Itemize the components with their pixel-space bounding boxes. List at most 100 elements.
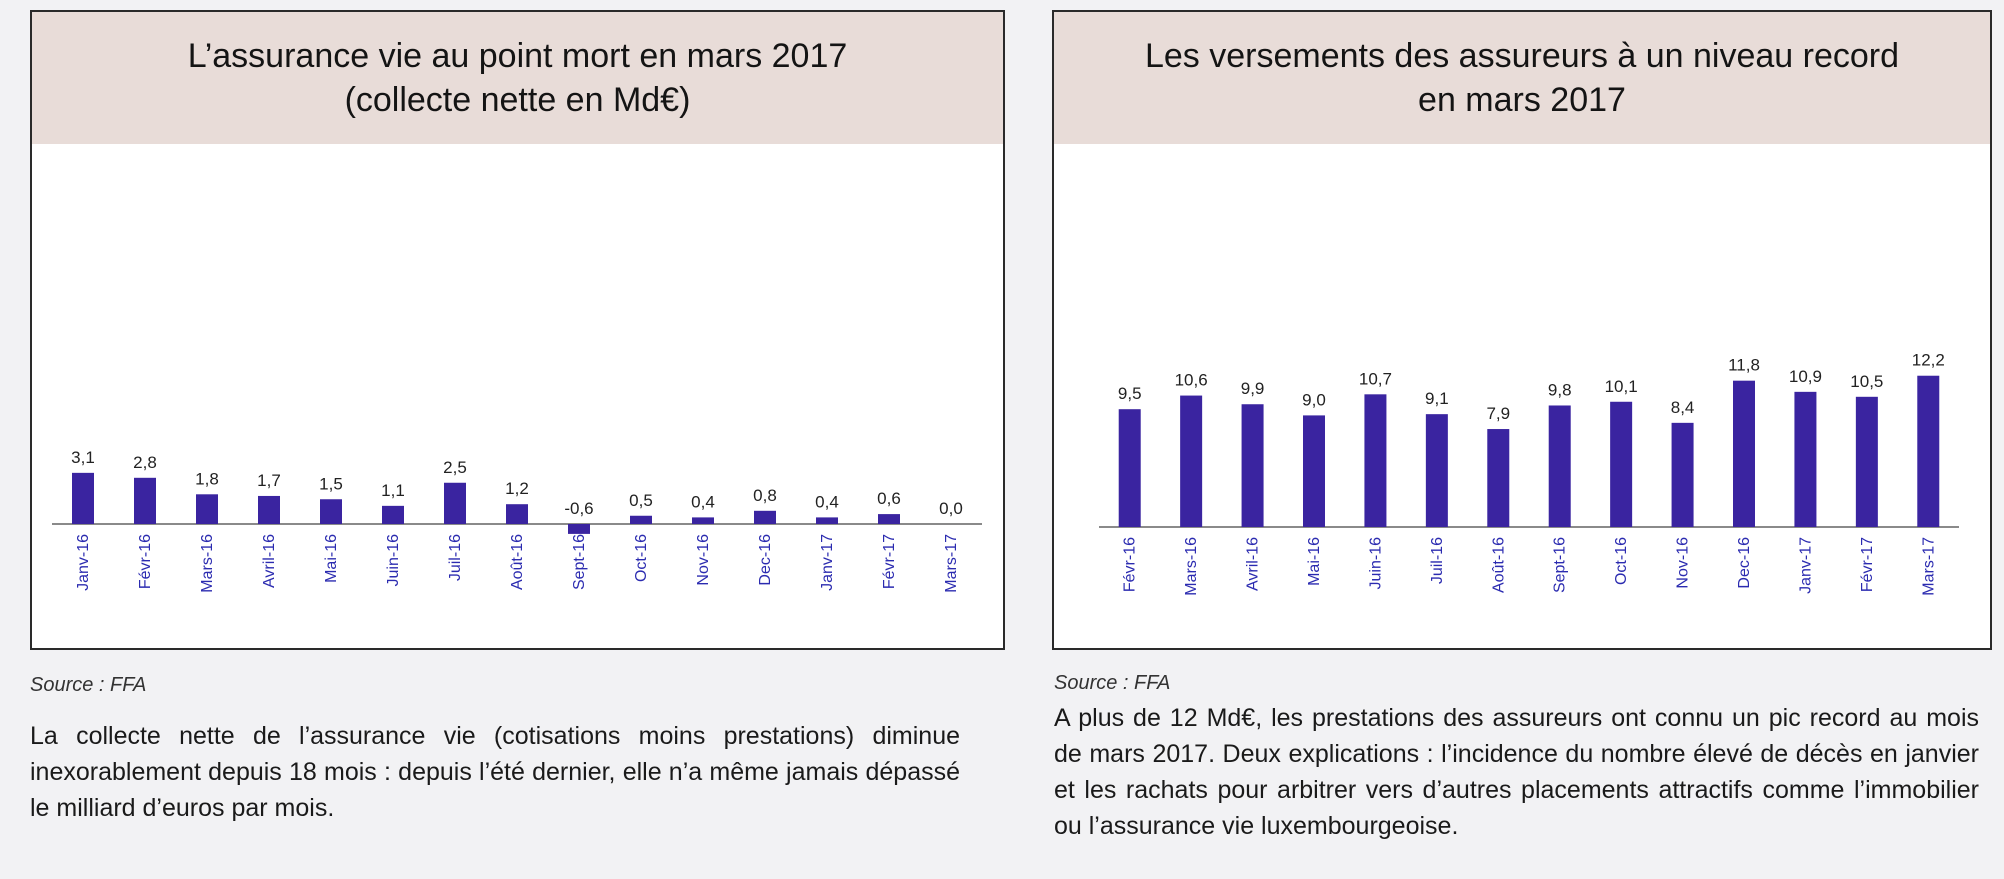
tick-label: Août-16	[1490, 537, 1507, 593]
data-label: 7,9	[1486, 404, 1510, 423]
data-label: 9,5	[1118, 384, 1142, 403]
data-label: 8,4	[1671, 398, 1695, 417]
data-label: 0,4	[815, 492, 839, 511]
tick-label: Mars-17	[943, 534, 960, 593]
tick-label: Janv-17	[819, 534, 836, 591]
bar	[1180, 395, 1203, 527]
data-label: 3,1	[71, 448, 95, 467]
tick-label: Nov-16	[1675, 537, 1692, 589]
data-label: 10,5	[1850, 372, 1883, 391]
bar	[1671, 422, 1694, 527]
data-label: 10,1	[1605, 377, 1638, 396]
bar	[754, 510, 776, 524]
data-label: 1,1	[381, 481, 405, 500]
tick-label: Mars-16	[199, 534, 216, 593]
bar-chart-versements: 9,5 Févr-16 10,6 Mars-16 9,9 Avril-16 9,0 Mai-1…	[1099, 351, 1959, 596]
plot-area: 3,1 Janv-16 2,8 Févr-16 1,8 Mars-16 1,7 Avril-1…	[32, 144, 1003, 648]
bar	[258, 495, 280, 524]
tick-label: Févr-17	[881, 534, 898, 589]
data-label: 1,7	[257, 471, 281, 490]
data-label: 1,8	[195, 469, 219, 488]
tick-label: Févr-16	[1122, 537, 1139, 592]
bar	[692, 517, 714, 524]
bar	[444, 482, 466, 524]
tick-label: Août-16	[509, 534, 526, 590]
data-label: 0,4	[691, 492, 715, 511]
data-label: -0,6	[564, 499, 593, 518]
chart-panel-collecte: L’assurance vie au point mort en mars 20…	[30, 10, 1005, 650]
data-label: 9,9	[1241, 379, 1265, 398]
chart-panel-versements: Les versements des assureurs à un niveau…	[1052, 10, 1992, 650]
bar	[506, 504, 528, 524]
tick-label: Avril-16	[261, 534, 278, 588]
tick-label: Févr-17	[1859, 537, 1876, 592]
tick-label: Oct-16	[633, 534, 650, 582]
data-label: 2,8	[133, 453, 157, 472]
bar	[1487, 429, 1510, 527]
bar	[878, 514, 900, 524]
data-label: 10,7	[1359, 369, 1392, 388]
data-label: 9,0	[1302, 390, 1326, 409]
data-label: 11,8	[1728, 356, 1760, 375]
tick-label: Juil-16	[1429, 537, 1446, 584]
chart-title-band: L’assurance vie au point mort en mars 20…	[32, 12, 1003, 144]
tick-label: Avril-16	[1245, 537, 1262, 591]
bar	[1610, 401, 1633, 527]
bar	[1917, 375, 1940, 527]
data-label: 12,2	[1912, 351, 1945, 370]
tick-label: Mai-16	[1306, 537, 1323, 586]
caption-text: La collecte nette de l’assurance vie (co…	[30, 722, 960, 822]
tick-label: Mars-16	[1183, 537, 1200, 596]
tick-label: Oct-16	[1613, 537, 1630, 585]
bar	[1548, 405, 1571, 527]
tick-label: Janv-17	[1797, 537, 1814, 594]
data-label: 9,1	[1425, 389, 1449, 408]
tick-label: Juil-16	[447, 534, 464, 581]
tick-label: Mai-16	[323, 534, 340, 583]
source-note: Source : FFA	[30, 674, 147, 696]
tick-label: Nov-16	[695, 534, 712, 586]
bar	[1241, 404, 1264, 527]
bar	[134, 477, 156, 524]
data-label: 10,9	[1789, 367, 1822, 386]
data-label: 0,8	[753, 486, 777, 505]
bar	[382, 505, 404, 524]
bar	[1855, 396, 1878, 527]
data-label: 1,2	[505, 479, 529, 498]
data-label: 10,6	[1175, 371, 1208, 390]
tick-label: Juin-16	[1367, 537, 1384, 590]
tick-label: Févr-16	[137, 534, 154, 589]
bar	[1364, 394, 1387, 527]
bar	[1118, 409, 1141, 527]
data-label: 2,5	[443, 458, 467, 477]
bar	[1733, 380, 1755, 527]
bar	[320, 499, 342, 524]
data-label: 0,0	[939, 499, 963, 518]
data-label: 9,8	[1548, 380, 1572, 399]
plot-area: 9,5 Févr-16 10,6 Mars-16 9,9 Avril-16 9,0 Mai-1…	[1054, 144, 1990, 648]
tick-label: Sept-16	[571, 534, 588, 590]
tick-label: Sept-16	[1552, 537, 1569, 593]
chart-title: Les versements des assureurs à un niveau…	[1144, 37, 1900, 119]
chart-title: L’assurance vie au point mort en mars 20…	[187, 37, 848, 119]
tick-label: Mars-17	[1920, 537, 1937, 596]
bar	[630, 515, 652, 524]
bar	[1303, 415, 1325, 527]
tick-label: Dec-16	[1736, 537, 1753, 589]
source-note: Source : FFA	[1054, 672, 1171, 694]
bar	[1794, 391, 1817, 527]
tick-label: Dec-16	[757, 534, 774, 586]
bar	[816, 517, 838, 524]
bar-chart-collecte: 3,1 Janv-16 2,8 Févr-16 1,8 Mars-16 1,7 Avril-1…	[52, 448, 982, 593]
caption-text: A plus de 12 Md€, les prestations des as…	[1054, 704, 1979, 840]
tick-label: Janv-16	[75, 534, 92, 591]
bar	[1425, 414, 1448, 527]
tick-label: Juin-16	[385, 534, 402, 587]
chart-title-band: Les versements des assureurs à un niveau…	[1054, 12, 1990, 144]
bar	[568, 524, 590, 534]
data-label: 0,6	[877, 489, 901, 508]
bar	[196, 494, 218, 524]
data-label: 0,5	[629, 491, 653, 510]
data-label: 1,5	[319, 474, 343, 493]
bar	[72, 472, 94, 524]
